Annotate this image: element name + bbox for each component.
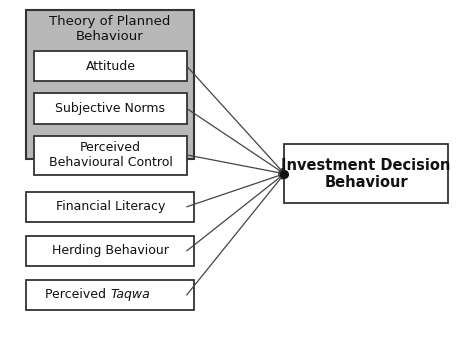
Bar bbox=[34, 136, 187, 175]
Text: Taqwa: Taqwa bbox=[110, 288, 150, 301]
Bar bbox=[26, 280, 194, 310]
Text: Theory of Planned
Behaviour: Theory of Planned Behaviour bbox=[49, 15, 171, 43]
Bar bbox=[26, 236, 194, 266]
Bar bbox=[26, 192, 194, 222]
Text: Perceived: Perceived bbox=[45, 288, 110, 301]
Bar bbox=[26, 10, 194, 159]
Bar bbox=[284, 144, 448, 203]
Text: Herding Behaviour: Herding Behaviour bbox=[52, 244, 169, 257]
Text: Attitude: Attitude bbox=[85, 60, 136, 73]
Bar bbox=[34, 51, 187, 81]
Text: Perceived
Behavioural Control: Perceived Behavioural Control bbox=[48, 141, 173, 169]
Text: Subjective Norms: Subjective Norms bbox=[55, 102, 165, 115]
Text: Financial Literacy: Financial Literacy bbox=[55, 200, 165, 213]
Bar bbox=[34, 93, 187, 124]
Text: Investment Decision
Behaviour: Investment Decision Behaviour bbox=[282, 158, 451, 190]
